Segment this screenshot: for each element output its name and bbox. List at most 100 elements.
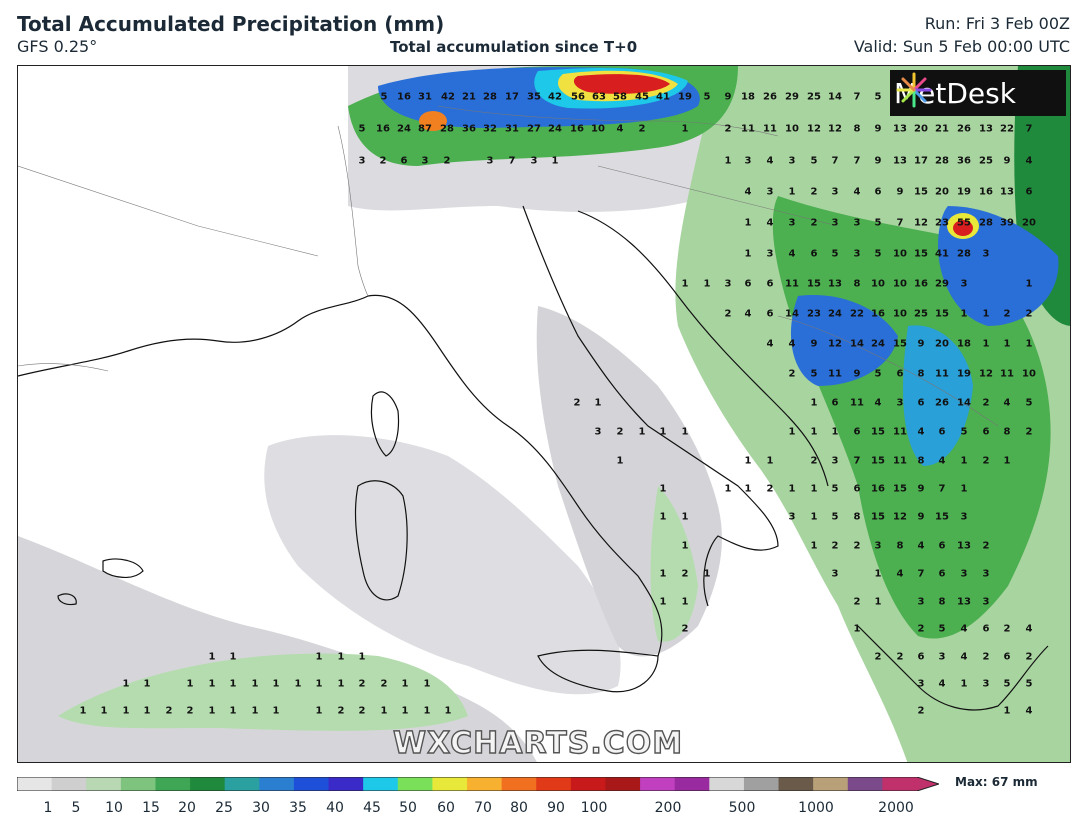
precip-value-label: 23 (935, 217, 949, 229)
precip-value-label: 1 (874, 596, 882, 608)
precip-value-label: 18 (741, 91, 755, 103)
precip-value-label: 8 (1003, 426, 1011, 438)
precip-value-label: 1 (960, 483, 968, 495)
precip-value-label: 6 (853, 426, 861, 438)
precip-value-label: 39 (1000, 217, 1014, 229)
border-france-inner (18, 165, 319, 257)
precip-value-label: 1 (251, 678, 259, 690)
precip-value-label: 1 (1025, 278, 1033, 290)
precip-value-label: 12 (893, 511, 907, 523)
scale-tick-label: 20 (178, 800, 196, 816)
precip-value-label: 2 (443, 155, 451, 167)
precip-value-label: 1 (659, 568, 667, 580)
precip-value-label: 1 (229, 678, 237, 690)
precip-value-label: 6 (766, 308, 774, 320)
precip-value-label: 9 (810, 338, 818, 350)
border-austria (437, 105, 779, 137)
precip-value-label: 3 (831, 217, 839, 229)
precip-value-label: 9 (1003, 155, 1011, 167)
precip-value-label: 4 (896, 568, 904, 580)
precip-value-label: 1 (251, 705, 259, 717)
precip-value-label: 2 (982, 651, 990, 663)
precip-value-label: 15 (871, 426, 885, 438)
precip-value-label: 1 (810, 426, 818, 438)
valid-time: Valid: Sun 5 Feb 00:00 UTC (853, 37, 1070, 56)
scale-tick-label: 100 (580, 800, 608, 816)
precip-value-label: 15 (871, 511, 885, 523)
precip-value-label: 1 (208, 678, 216, 690)
precip-value-label: 11 (850, 397, 864, 409)
precip-value-label: 5 (960, 426, 968, 438)
precip-value-label: 21 (462, 91, 476, 103)
precip-value-label: 1 (1003, 338, 1011, 350)
coastlines (18, 205, 1049, 711)
precip-value-label: 5 (874, 248, 882, 260)
precip-value-label: 1 (703, 568, 711, 580)
precip-value-label: 4 (1025, 623, 1033, 635)
scale-tick-label: 50 (399, 800, 417, 816)
precip-value-label: 3 (594, 426, 602, 438)
metdesk-starburst-icon (896, 72, 932, 108)
precip-value-label: 22 (1000, 123, 1014, 135)
precip-value-label: 1 (401, 678, 409, 690)
precip-value-label: 8 (853, 511, 861, 523)
precip-value-label: 13 (957, 596, 971, 608)
scale-tick-label: 1000 (798, 800, 834, 816)
precip-value-label: 2 (358, 705, 366, 717)
precip-value-label: 9 (917, 483, 925, 495)
precip-value-label: 1 (744, 248, 752, 260)
precip-value-label: 28 (440, 123, 454, 135)
scale-swatch (570, 777, 606, 791)
precip-value-label: 2 (573, 397, 581, 409)
chart-subtitle: Total accumulation since T+0 (390, 38, 638, 56)
precip-value-label: 1 (960, 308, 968, 320)
precip-value-label: 41 (656, 91, 670, 103)
scale-swatch (536, 777, 572, 791)
precip-value-label: 2 (810, 217, 818, 229)
precip-orange-swiss (419, 111, 447, 131)
precip-value-label: 6 (982, 623, 990, 635)
precip-value-label: 3 (358, 155, 366, 167)
precip-value-label: 1 (724, 155, 732, 167)
precip-value-label: 14 (785, 308, 799, 320)
precip-value-label: 2 (917, 623, 925, 635)
precip-value-label: 5 (810, 155, 818, 167)
precip-value-label: 35 (527, 91, 541, 103)
precip-value-label: 2 (358, 678, 366, 690)
border-slovenia (597, 165, 839, 227)
precip-value-label: 2 (1025, 426, 1033, 438)
precip-value-label: 11 (893, 455, 907, 467)
precip-value-label: 1 (681, 278, 689, 290)
precip-value-label: 12 (828, 123, 842, 135)
precip-value-label: 10 (591, 123, 605, 135)
precip-green-calabria (650, 486, 698, 642)
precip-value-label: 5 (1025, 678, 1033, 690)
precip-value-label: 1 (960, 455, 968, 467)
precip-value-label: 1 (594, 397, 602, 409)
precip-value-label: 1 (444, 705, 452, 717)
precip-value-label: 6 (917, 397, 925, 409)
precip-value-label: 21 (935, 123, 949, 135)
precip-value-label: 7 (508, 155, 516, 167)
scale-swatch (120, 777, 156, 791)
precip-value-label: 3 (724, 278, 732, 290)
precip-value-label: 24 (397, 123, 411, 135)
precip-value-label: 10 (893, 308, 907, 320)
precip-value-label: 17 (914, 155, 928, 167)
precip-value-label: 10 (893, 248, 907, 260)
precip-value-label: 1 (810, 397, 818, 409)
border-balkans (777, 315, 999, 427)
precip-value-label: 13 (828, 278, 842, 290)
precip-value-label: 3 (874, 540, 882, 552)
precip-value-label: 2 (896, 651, 904, 663)
precip-value-label: 26 (957, 123, 971, 135)
precip-value-label: 42 (548, 91, 562, 103)
precip-value-label: 1 (423, 678, 431, 690)
precip-value-label: 7 (917, 568, 925, 580)
precip-value-label: 6 (1003, 651, 1011, 663)
precip-value-label: 8 (917, 368, 925, 380)
scale-swatch (709, 777, 745, 791)
precip-value-label: 11 (935, 368, 949, 380)
precip-value-label: 1 (681, 123, 689, 135)
precip-value-label: 2 (1003, 623, 1011, 635)
